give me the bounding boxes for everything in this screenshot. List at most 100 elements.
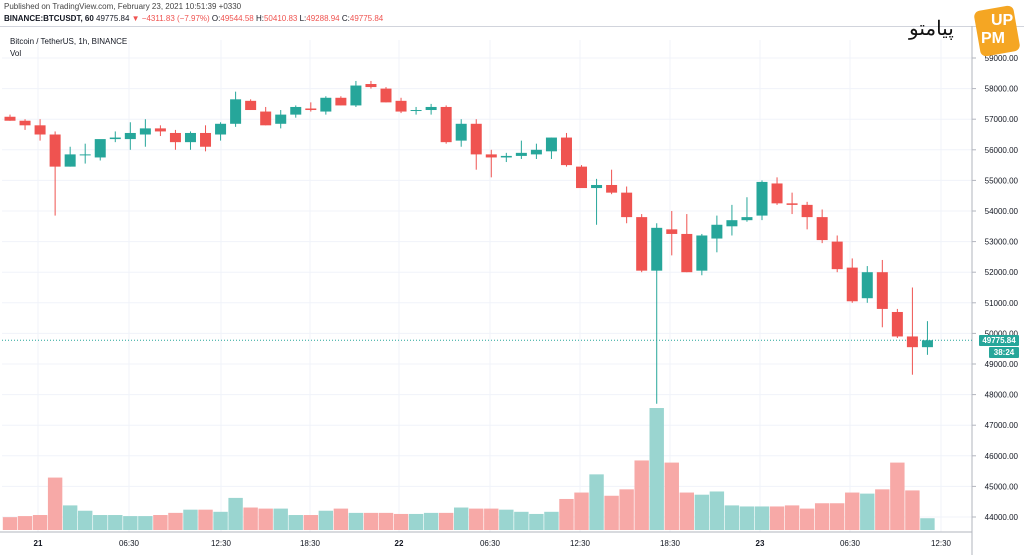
candle-body — [305, 108, 317, 111]
volume-bar — [273, 508, 288, 530]
volume-bar — [905, 490, 920, 530]
volume-bar — [559, 498, 574, 530]
candle-body — [545, 137, 557, 152]
x-tick-label: 06:30 — [119, 539, 140, 548]
last-price-badge: 49775.84 — [979, 335, 1019, 346]
candle-body — [455, 123, 467, 141]
candle-body — [290, 106, 302, 115]
candle-body — [500, 155, 512, 158]
volume-bar — [679, 492, 694, 530]
candle-body — [425, 106, 437, 111]
volume-bar — [484, 508, 499, 530]
volume-bar — [47, 477, 63, 530]
candle-body — [576, 166, 588, 189]
volume-bar — [93, 515, 108, 530]
volume-bar — [574, 492, 589, 530]
volume-bar — [393, 513, 409, 530]
volume-bar — [739, 506, 755, 530]
volume-bar — [2, 517, 18, 530]
volume-bar — [123, 516, 138, 530]
candle-body — [801, 204, 813, 218]
volume-bar — [860, 493, 875, 530]
candle-body — [64, 154, 76, 167]
candle-body — [470, 123, 482, 155]
volume-bar — [754, 506, 770, 530]
volume-bar — [198, 509, 213, 530]
y-tick-label: 59000.00 — [985, 54, 1019, 63]
volume-bar — [619, 489, 634, 530]
close-label: C: — [341, 14, 350, 23]
candle-body — [275, 114, 287, 124]
candle-body — [861, 272, 873, 299]
low-label: L: — [299, 14, 307, 23]
volume-bar — [183, 509, 198, 530]
open-value: 49544.58 — [220, 14, 254, 23]
volume-bar — [32, 515, 48, 530]
volume-bar — [378, 512, 394, 530]
candle-body — [741, 217, 753, 221]
y-tick-label: 55000.00 — [985, 176, 1019, 185]
candle-body — [350, 85, 362, 106]
y-tick-label: 51000.00 — [985, 299, 1019, 308]
candle-body — [154, 128, 166, 132]
volume-bar — [243, 507, 258, 530]
close-value: 49775.84 — [349, 14, 384, 23]
volume-bar — [709, 491, 725, 530]
candle-body — [124, 132, 136, 140]
countdown-badge: 38:24 — [989, 347, 1019, 358]
open-label: O: — [211, 14, 221, 23]
candle-body — [530, 149, 542, 155]
volume-bar — [514, 511, 529, 530]
candle-body — [395, 100, 407, 112]
candle-body — [260, 111, 272, 126]
x-tick-label: 12:30 — [931, 539, 952, 548]
volume-bar — [604, 495, 619, 530]
candle-body — [94, 139, 106, 158]
x-tick-label: 06:30 — [840, 539, 861, 548]
volume-bar — [799, 508, 815, 530]
volume-bar — [423, 512, 439, 530]
logo-badge-bottom: PM — [981, 30, 1005, 47]
last-price: 49775.84 — [96, 14, 130, 23]
volume-bar — [17, 516, 33, 530]
candle-body — [591, 184, 603, 189]
price-change: ▼ −4311.83 (−7.97%) — [131, 14, 210, 23]
volume-bar — [454, 507, 469, 530]
x-tick-label: 21 — [34, 539, 43, 548]
volume-bar — [348, 512, 364, 530]
volume-bar — [288, 515, 303, 530]
y-tick-label: 57000.00 — [985, 115, 1019, 124]
volume-bar — [649, 408, 664, 530]
high-label: H: — [255, 14, 264, 23]
y-tick-label: 46000.00 — [985, 452, 1019, 461]
candle-body — [215, 123, 227, 135]
candle-body — [184, 132, 196, 143]
y-tick-label: 56000.00 — [985, 146, 1019, 155]
volume-bar — [168, 512, 183, 530]
volume-bar — [920, 518, 935, 530]
candle-body — [636, 217, 648, 271]
volume-bar — [814, 503, 830, 530]
candle-body — [410, 110, 422, 112]
volume-bar — [62, 505, 78, 530]
candle-body — [34, 125, 46, 135]
candle-body — [831, 241, 843, 270]
volume-bar — [469, 508, 484, 530]
x-tick-label: 06:30 — [480, 539, 501, 548]
low-value: 49288.94 — [306, 14, 340, 23]
candle-body — [786, 203, 798, 205]
chart-title: Bitcoin / TetherUS, 1h, BINANCE — [10, 37, 128, 46]
volume-bar — [664, 462, 679, 530]
candle-body — [606, 184, 618, 193]
candle-body — [696, 235, 708, 271]
volume-bar — [363, 512, 379, 530]
volume-bar — [153, 515, 168, 530]
candle-body — [771, 183, 783, 204]
symbol-label: BINANCE:BTCUSDT, 60 — [4, 14, 94, 23]
candle-body — [876, 272, 888, 309]
candle-body — [651, 227, 663, 271]
candle-body — [756, 181, 768, 216]
candle-body — [335, 97, 347, 106]
published-info: Published on TradingView.com, February 2… — [4, 2, 242, 11]
